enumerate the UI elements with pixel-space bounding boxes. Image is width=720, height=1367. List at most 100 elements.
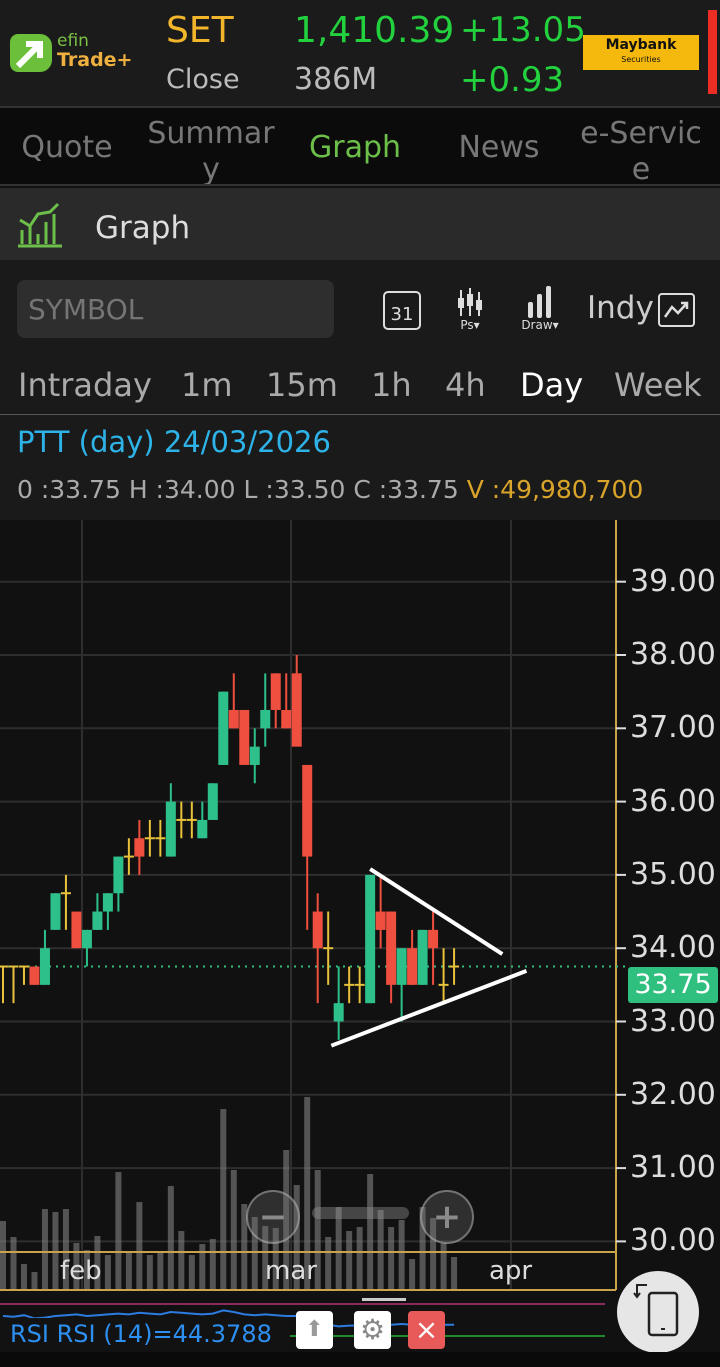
candle-body bbox=[113, 856, 124, 894]
system-nav-bar bbox=[0, 1352, 720, 1367]
volume-bar bbox=[104, 1255, 111, 1290]
candle-body bbox=[312, 911, 323, 949]
candle-body bbox=[165, 801, 176, 857]
timeframe-day[interactable]: Day bbox=[520, 366, 584, 404]
volume-bar bbox=[367, 1174, 374, 1290]
open-value: 0 :33.75 bbox=[17, 475, 121, 504]
indicator-chart-icon[interactable] bbox=[658, 293, 695, 327]
arrow-up-icon: ⬆ bbox=[305, 1317, 324, 1342]
tab-news[interactable]: News bbox=[458, 130, 540, 165]
volume-bar bbox=[314, 1170, 321, 1290]
settings-button[interactable]: ⚙ bbox=[354, 1311, 391, 1349]
timeframe-1h[interactable]: 1h bbox=[371, 366, 412, 404]
volume-bar bbox=[146, 1255, 153, 1290]
market-volume: 386M bbox=[294, 62, 378, 97]
volume-bar bbox=[388, 1227, 395, 1290]
volume-bar bbox=[356, 1227, 363, 1290]
candle-body bbox=[291, 673, 302, 747]
tab-quote[interactable]: Quote bbox=[21, 130, 113, 165]
tab-summary[interactable]: Summary bbox=[147, 116, 275, 184]
zoom-slider[interactable] bbox=[312, 1207, 409, 1219]
volume-bar bbox=[398, 1219, 405, 1290]
y-tick-label: 39.00 bbox=[630, 563, 716, 599]
volume-bar bbox=[73, 1243, 80, 1290]
pane-resize-handle[interactable] bbox=[362, 1298, 406, 1301]
candle-body bbox=[71, 911, 82, 949]
remove-indicator-button[interactable]: × bbox=[408, 1311, 445, 1349]
volume-bar bbox=[83, 1250, 90, 1290]
volume-value: V :49,980,700 bbox=[466, 475, 644, 504]
volume-bar bbox=[94, 1236, 101, 1290]
ohlc-readout: 0 :33.75 H :34.00 L :33.50 C :33.75 V :4… bbox=[17, 475, 643, 504]
high-value: H :34.00 bbox=[128, 475, 236, 504]
volume-bar bbox=[293, 1184, 300, 1290]
volume-bar bbox=[325, 1237, 332, 1290]
volume-bar bbox=[41, 1209, 48, 1290]
volume-bar bbox=[220, 1109, 227, 1290]
efin-logo-icon bbox=[10, 34, 52, 72]
x-tick-mar: mar bbox=[265, 1256, 317, 1286]
graph-icon bbox=[18, 202, 62, 248]
y-tick-label: 37.00 bbox=[630, 710, 716, 746]
volume-bar bbox=[20, 1263, 27, 1290]
price-style-button[interactable]: Ps▾ bbox=[452, 288, 488, 332]
logo-text-efin: efin bbox=[57, 31, 89, 51]
volume-bar bbox=[157, 1250, 164, 1290]
volume-bar bbox=[31, 1271, 38, 1290]
close-icon: × bbox=[414, 1313, 439, 1346]
draw-button[interactable]: Draw▾ bbox=[516, 286, 564, 332]
candle-body bbox=[207, 783, 218, 820]
candle-body bbox=[270, 673, 281, 710]
volume-bar bbox=[52, 1211, 59, 1290]
candle-body bbox=[407, 948, 418, 985]
zoom-out-button[interactable]: − bbox=[246, 1190, 300, 1244]
timeframe-week[interactable]: Week bbox=[614, 366, 702, 404]
volume-bar bbox=[230, 1170, 237, 1290]
volume-bar bbox=[125, 1250, 132, 1290]
trendline bbox=[369, 867, 504, 956]
candle-body bbox=[39, 948, 50, 985]
rotate-screen-button[interactable] bbox=[617, 1271, 699, 1353]
candle-body bbox=[396, 948, 407, 985]
volume-bar bbox=[440, 1243, 447, 1290]
candle-body bbox=[134, 838, 145, 857]
volume-bar bbox=[346, 1230, 353, 1290]
volume-bar bbox=[335, 1207, 342, 1290]
calendar-button[interactable]: 31 bbox=[383, 291, 421, 330]
index-value: 1,410.39 bbox=[294, 10, 455, 51]
broker-sub: Securities bbox=[621, 55, 661, 64]
timeframe-4h[interactable]: 4h bbox=[445, 366, 486, 404]
y-tick-label: 32.00 bbox=[630, 1076, 716, 1112]
status-indicator bbox=[708, 10, 717, 94]
volume-bar bbox=[451, 1257, 458, 1290]
volume-bar bbox=[115, 1171, 122, 1290]
indicator-button[interactable]: Indy bbox=[587, 290, 654, 326]
volume-bar bbox=[409, 1258, 416, 1290]
y-tick-label: 36.00 bbox=[630, 783, 716, 819]
tab-e-service[interactable]: e-Service bbox=[580, 116, 702, 184]
candle-body bbox=[29, 966, 40, 985]
volume-bar bbox=[419, 1207, 426, 1290]
timeframe-intraday[interactable]: Intraday bbox=[18, 366, 152, 404]
volume-bar bbox=[10, 1237, 17, 1290]
candle-body bbox=[428, 929, 439, 949]
timeframe-15m[interactable]: 15m bbox=[266, 366, 338, 404]
section-bar: Graph bbox=[0, 188, 720, 260]
symbol-input[interactable] bbox=[17, 280, 334, 338]
volume-bar bbox=[136, 1202, 143, 1290]
candle-body bbox=[228, 709, 239, 729]
zoom-in-button[interactable]: + bbox=[420, 1190, 474, 1244]
candlestick-icon bbox=[458, 288, 482, 316]
y-tick-label: 35.00 bbox=[630, 856, 716, 892]
move-up-button[interactable]: ⬆ bbox=[296, 1311, 333, 1349]
main-tabs: Quote Summary Graph News e-Service bbox=[0, 106, 720, 186]
y-tick-label: 31.00 bbox=[630, 1150, 716, 1186]
rotate-icon bbox=[633, 1284, 679, 1337]
candle-body bbox=[92, 911, 103, 930]
bar-chart-icon bbox=[528, 286, 551, 318]
tab-graph[interactable]: Graph bbox=[308, 130, 402, 165]
candle-body bbox=[281, 709, 292, 729]
timeframe-1m[interactable]: 1m bbox=[181, 366, 233, 404]
x-tick-apr: apr bbox=[489, 1256, 533, 1286]
